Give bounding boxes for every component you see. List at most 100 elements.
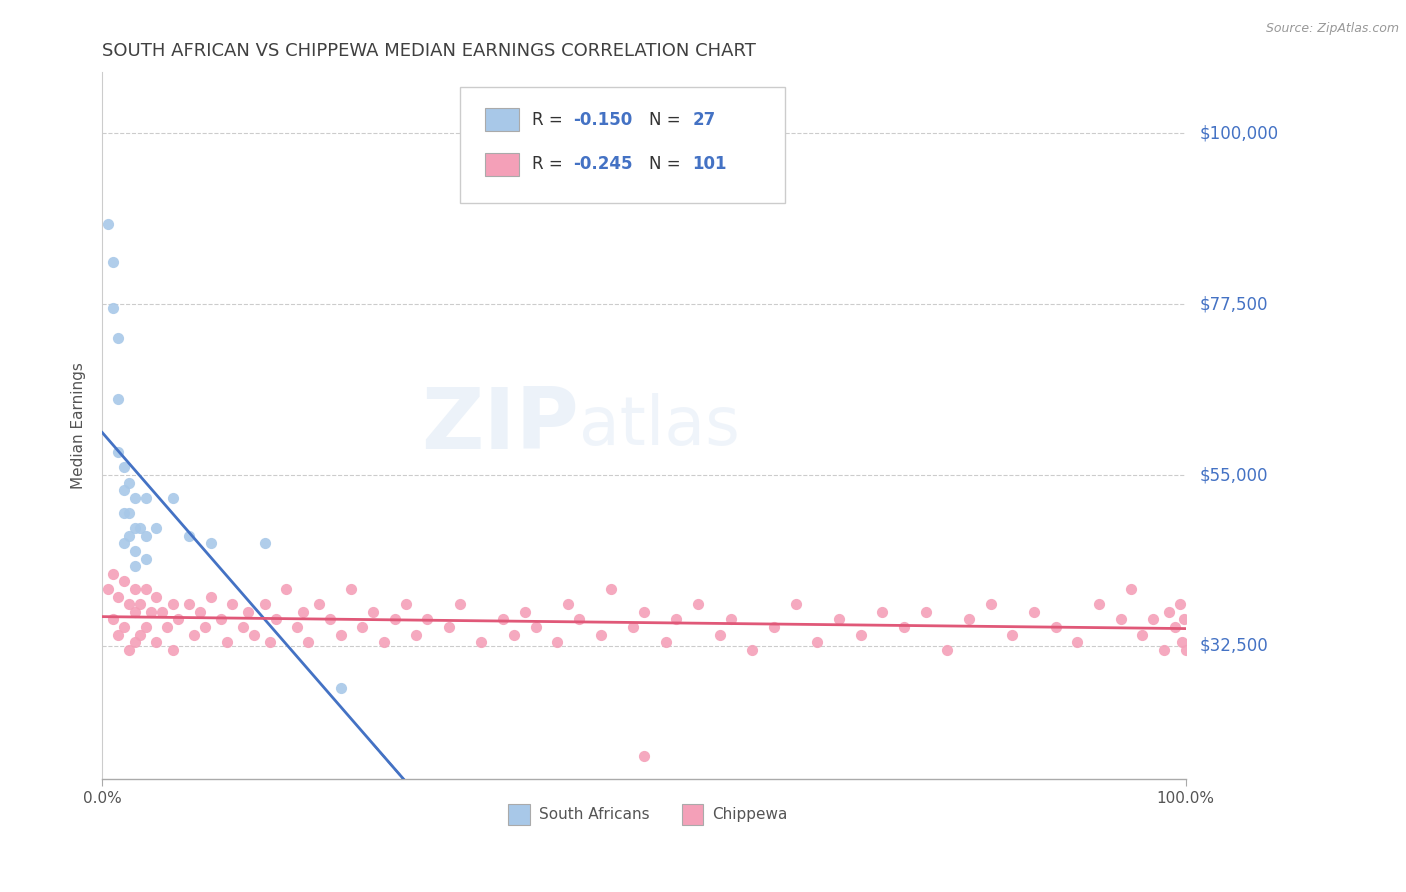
Point [957,612,980,626]
Point [1088,597,1111,611]
Point [589,627,612,641]
Point [129,597,152,611]
Point [135,620,157,634]
Point [177,597,200,611]
Text: South Africans: South Africans [538,806,650,822]
Point [785,597,807,611]
Point [135,529,157,543]
Point [502,627,524,641]
Point [107,445,129,459]
Point [118,475,141,490]
Point [308,597,330,611]
Point [162,642,184,657]
Point [524,620,547,634]
Point [546,635,568,649]
Point [329,681,352,695]
Point [101,612,124,626]
Point [741,642,763,657]
Point [177,529,200,543]
Point [162,597,184,611]
Point [849,627,872,641]
Text: ZIP: ZIP [422,384,579,467]
Point [194,620,217,634]
Point [112,620,135,634]
Point [118,597,141,611]
Point [1130,627,1153,641]
Point [112,483,135,498]
Point [665,612,688,626]
Text: 27: 27 [693,111,716,128]
Text: $55,000: $55,000 [1199,466,1268,484]
Point [870,605,893,619]
Bar [485,153,519,176]
Point [1066,635,1088,649]
Point [276,582,298,596]
Point [405,627,427,641]
Point [135,491,157,505]
Point [101,566,124,581]
Point [145,590,167,604]
Point [513,605,536,619]
Point [112,460,135,475]
Point [215,635,238,649]
Point [156,620,179,634]
Point [1168,597,1191,611]
Point [373,635,395,649]
Point [238,605,260,619]
Point [243,627,266,641]
Point [107,590,129,604]
Point [893,620,915,634]
Point [129,627,152,641]
Point [200,590,222,604]
Point [167,612,190,626]
Text: atlas: atlas [579,392,740,458]
Point [384,612,406,626]
Point [1159,605,1181,619]
Point [124,544,146,558]
Point [709,627,731,641]
Point [124,521,146,535]
Point [470,635,492,649]
Point [150,605,173,619]
Point [633,605,655,619]
Point [1163,620,1185,634]
Text: N =: N = [650,111,686,128]
FancyBboxPatch shape [460,87,785,203]
Point [145,635,167,649]
Point [101,301,124,315]
Point [135,551,157,566]
Point [200,536,222,550]
Point [492,612,515,626]
Point [1045,620,1067,634]
Point [416,612,439,626]
Point [297,635,319,649]
Point [318,612,340,626]
Point [1022,605,1045,619]
Point [101,255,124,269]
Point [139,605,162,619]
Bar [485,109,519,131]
Point [188,605,211,619]
Point [107,627,129,641]
Point [1121,582,1143,596]
Point [914,605,936,619]
Point [162,491,184,505]
Point [183,627,205,641]
Text: -0.150: -0.150 [574,111,633,128]
Point [124,635,146,649]
Point [361,605,384,619]
Point [686,597,709,611]
Point [340,582,363,596]
Point [394,597,416,611]
Point [621,620,644,634]
Point [253,536,276,550]
Point [1109,612,1132,626]
Point [259,635,281,649]
Point [118,529,141,543]
Point [118,642,141,657]
Point [1173,612,1195,626]
Text: Source: ZipAtlas.com: Source: ZipAtlas.com [1265,22,1399,36]
Point [1171,635,1194,649]
Point [124,582,146,596]
Point [979,597,1001,611]
